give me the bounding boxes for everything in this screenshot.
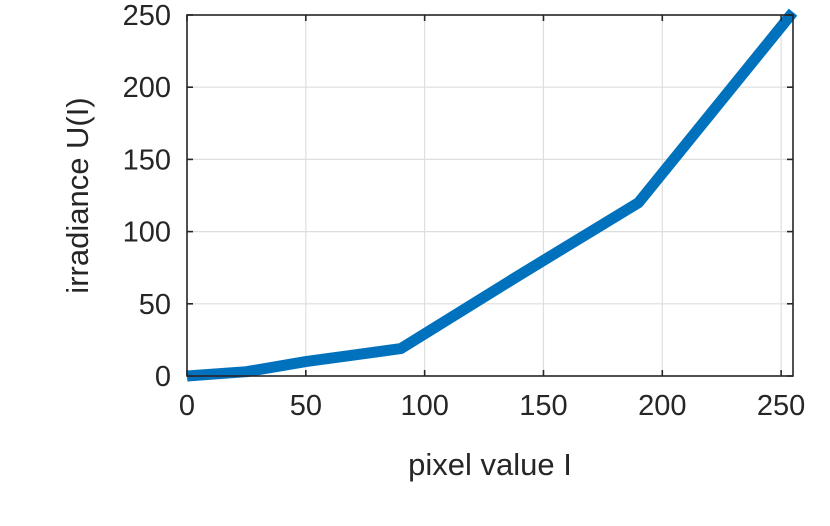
x-tick-label: 50 xyxy=(290,390,322,422)
y-axis-title: irradiance U(I) xyxy=(60,97,95,293)
y-tick-label: 50 xyxy=(139,289,171,321)
x-tick-label: 200 xyxy=(638,390,686,422)
y-tick-label: 200 xyxy=(123,72,171,104)
ticks xyxy=(186,14,793,377)
series-line-0 xyxy=(186,8,798,382)
x-tick-label: 100 xyxy=(400,390,448,422)
y-tick-label: 150 xyxy=(123,144,171,176)
x-tick-label: 150 xyxy=(519,390,567,422)
y-tick-label: 0 xyxy=(155,361,171,393)
x-axis-title: pixel value I xyxy=(408,447,572,482)
series-layer xyxy=(186,8,798,382)
y-tick-label: 250 xyxy=(123,0,171,32)
y-tick-label: 100 xyxy=(123,217,171,249)
grid xyxy=(186,14,793,377)
tick-labels: 0 50 100 150 200 250 0 50 100 150 200 250 xyxy=(123,0,806,422)
x-tick-label: 250 xyxy=(757,390,805,422)
axes-box xyxy=(186,14,794,377)
x-tick-label: 0 xyxy=(179,390,195,422)
